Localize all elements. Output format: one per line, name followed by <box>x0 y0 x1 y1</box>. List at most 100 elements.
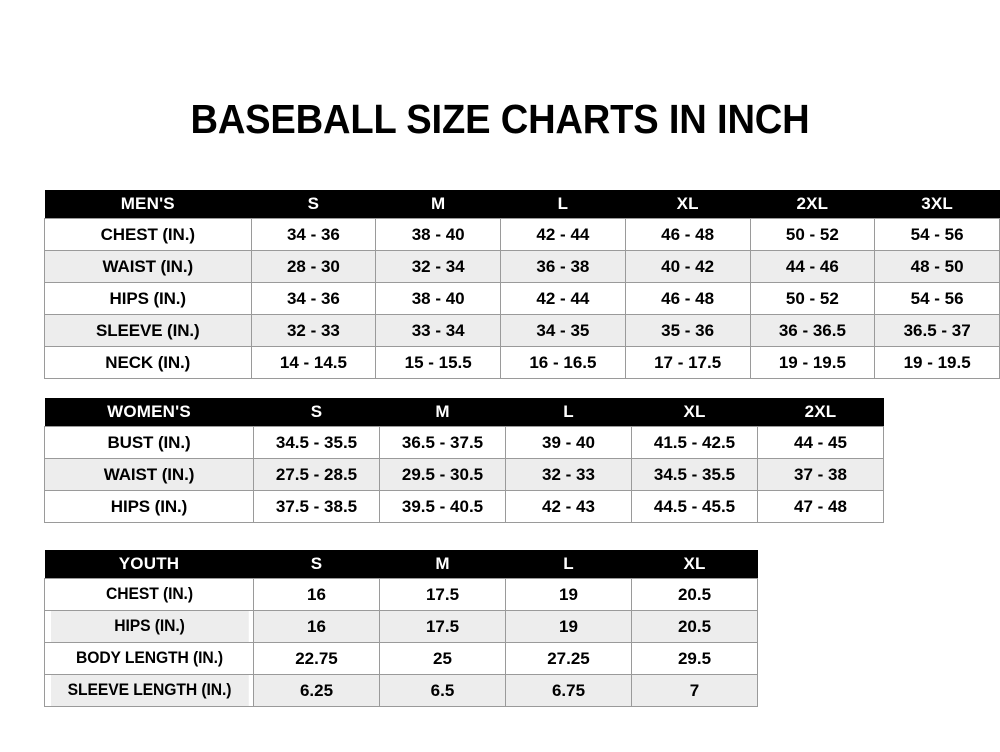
womens-size-table: WOMEN'S S M L XL 2XL BUST (IN.) 34.5 - 35.5 36.… <box>44 398 884 523</box>
measurement-cell: 32 - 34 <box>375 250 502 283</box>
mens-header-row: MEN'S S M L XL 2XL 3XL <box>44 190 1000 219</box>
measurement-cell: 16 <box>253 610 380 643</box>
womens-size-header-xl: XL <box>631 398 758 427</box>
mens-category-header: MEN'S <box>44 190 252 219</box>
table-row: HIPS (IN.) 16 17.5 19 20.5 <box>45 610 758 643</box>
youth-row-label: BODY LENGTH (IN.) <box>49 642 249 675</box>
table-row: SLEEVE (IN.) 32 - 33 33 - 34 34 - 35 35 - 36… <box>44 314 1000 347</box>
table-row: WAIST (IN.) 27.5 - 28.5 29.5 - 30.5 32 - 33… <box>44 458 884 491</box>
measurement-cell: 28 - 30 <box>250 250 377 283</box>
measurement-cell: 40 - 42 <box>624 250 751 283</box>
measurement-cell: 22.75 <box>253 642 380 675</box>
measurement-cell: 42 - 43 <box>505 490 632 523</box>
youth-table-body: CHEST (IN.) 16 17.5 19 20.5 HIPS (IN.) 16 17.5 1… <box>45 578 758 707</box>
measurement-cell: 19 <box>505 610 632 643</box>
measurement-cell: 35 - 36 <box>624 314 751 347</box>
measurement-cell: 50 - 52 <box>749 218 876 251</box>
table-row: BUST (IN.) 34.5 - 35.5 36.5 - 37.5 39 - 40 4… <box>44 426 884 459</box>
measurement-cell: 16 - 16.5 <box>500 346 626 379</box>
youth-category-header: YOUTH <box>44 550 254 579</box>
measurement-cell: 34 - 36 <box>250 282 377 315</box>
measurement-cell: 54 - 56 <box>874 218 1000 251</box>
measurement-cell: 19 <box>505 578 632 611</box>
table-row: CHEST (IN.) 34 - 36 38 - 40 42 - 44 46 - 48 5… <box>44 218 1000 251</box>
table-row: HIPS (IN.) 34 - 36 38 - 40 42 - 44 46 - 48 50… <box>44 282 1000 315</box>
mens-size-header-l: L <box>500 190 626 219</box>
measurement-cell: 34 - 36 <box>250 218 377 251</box>
measurement-cell: 37 - 38 <box>757 458 884 491</box>
measurement-cell: 17 - 17.5 <box>624 346 751 379</box>
mens-row-label: NECK (IN.) <box>44 346 252 379</box>
measurement-cell: 29.5 - 30.5 <box>379 458 506 491</box>
measurement-cell: 44 - 45 <box>757 426 884 459</box>
table-row: NECK (IN.) 14 - 14.5 15 - 15.5 16 - 16.5 17 … <box>44 346 1000 379</box>
measurement-cell: 54 - 56 <box>874 282 1000 315</box>
measurement-cell: 36 - 36.5 <box>749 314 876 347</box>
measurement-cell: 6.25 <box>253 674 380 707</box>
table-row: SLEEVE LENGTH (IN.) 6.25 6.5 6.75 7 <box>45 674 758 707</box>
mens-row-label: SLEEVE (IN.) <box>44 314 252 347</box>
mens-table-body: CHEST (IN.) 34 - 36 38 - 40 42 - 44 46 - 48 5… <box>44 218 1000 379</box>
measurement-cell: 36.5 - 37.5 <box>379 426 506 459</box>
measurement-cell: 20.5 <box>631 610 758 643</box>
measurement-cell: 25 <box>379 642 506 675</box>
table-row: BODY LENGTH (IN.) 22.75 25 27.25 29.5 <box>45 642 758 675</box>
measurement-cell: 34 - 35 <box>500 314 626 347</box>
youth-table-head: YOUTH S M L XL <box>44 550 758 579</box>
youth-row-label: SLEEVE LENGTH (IN.) <box>49 674 249 707</box>
measurement-cell: 42 - 44 <box>500 282 626 315</box>
measurement-cell: 46 - 48 <box>624 218 751 251</box>
measurement-cell: 16 <box>253 578 380 611</box>
womens-row-label: WAIST (IN.) <box>44 458 254 491</box>
measurement-cell: 33 - 34 <box>375 314 502 347</box>
measurement-cell: 50 - 52 <box>749 282 876 315</box>
table-row: CHEST (IN.) 16 17.5 19 20.5 <box>45 578 758 611</box>
measurement-cell: 34.5 - 35.5 <box>253 426 380 459</box>
measurement-cell: 44 - 46 <box>749 250 876 283</box>
mens-size-header-3xl: 3XL <box>874 190 1000 219</box>
youth-size-header-m: M <box>379 550 506 579</box>
youth-size-header-l: L <box>505 550 632 579</box>
youth-row-label: HIPS (IN.) <box>49 610 249 643</box>
measurement-cell: 27.25 <box>505 642 632 675</box>
measurement-cell: 42 - 44 <box>500 218 626 251</box>
womens-category-header: WOMEN'S <box>44 398 254 427</box>
measurement-cell: 29.5 <box>631 642 758 675</box>
mens-row-label: WAIST (IN.) <box>44 250 252 283</box>
youth-size-table: YOUTH S M L XL CHEST (IN.) 16 17.5 19 20.5 HIPS (… <box>44 550 758 707</box>
measurement-cell: 47 - 48 <box>757 490 884 523</box>
womens-size-header-2xl: 2XL <box>757 398 884 427</box>
measurement-cell: 44.5 - 45.5 <box>631 490 758 523</box>
measurement-cell: 6.75 <box>505 674 632 707</box>
measurement-cell: 20.5 <box>631 578 758 611</box>
youth-header-row: YOUTH S M L XL <box>44 550 758 579</box>
measurement-cell: 17.5 <box>379 578 506 611</box>
measurement-cell: 39 - 40 <box>505 426 632 459</box>
womens-row-label: BUST (IN.) <box>44 426 254 459</box>
mens-row-label: HIPS (IN.) <box>44 282 252 315</box>
measurement-cell: 14 - 14.5 <box>250 346 377 379</box>
measurement-cell: 32 - 33 <box>250 314 377 347</box>
measurement-cell: 15 - 15.5 <box>375 346 502 379</box>
measurement-cell: 38 - 40 <box>375 282 502 315</box>
table-row: HIPS (IN.) 37.5 - 38.5 39.5 - 40.5 42 - 43 4… <box>44 490 884 523</box>
measurement-cell: 46 - 48 <box>624 282 751 315</box>
measurement-cell: 19 - 19.5 <box>874 346 1000 379</box>
youth-size-header-s: S <box>253 550 380 579</box>
measurement-cell: 32 - 33 <box>505 458 632 491</box>
womens-row-label: HIPS (IN.) <box>44 490 254 523</box>
youth-row-label: CHEST (IN.) <box>49 578 249 611</box>
mens-size-header-2xl: 2XL <box>750 190 875 219</box>
measurement-cell: 34.5 - 35.5 <box>631 458 758 491</box>
mens-table-head: MEN'S S M L XL 2XL 3XL <box>44 190 1000 219</box>
measurement-cell: 6.5 <box>379 674 506 707</box>
measurement-cell: 27.5 - 28.5 <box>253 458 380 491</box>
measurement-cell: 19 - 19.5 <box>749 346 876 379</box>
youth-size-header-xl: XL <box>631 550 758 579</box>
measurement-cell: 39.5 - 40.5 <box>379 490 506 523</box>
measurement-cell: 36.5 - 37 <box>874 314 1000 347</box>
womens-table-body: BUST (IN.) 34.5 - 35.5 36.5 - 37.5 39 - 40 4… <box>44 426 884 523</box>
measurement-cell: 36 - 38 <box>500 250 626 283</box>
measurement-cell: 41.5 - 42.5 <box>631 426 758 459</box>
mens-size-header-xl: XL <box>625 190 750 219</box>
